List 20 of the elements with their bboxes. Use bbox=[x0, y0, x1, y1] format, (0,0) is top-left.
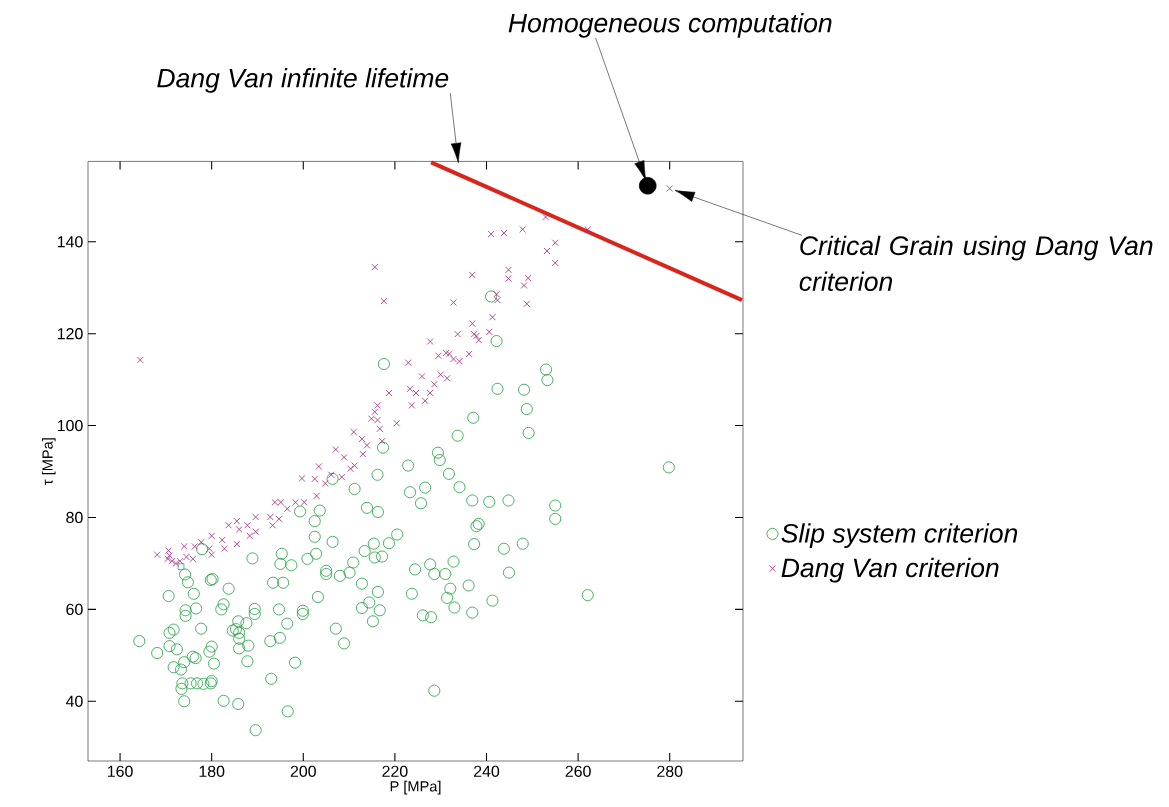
x-axis-title: P [MPa] bbox=[390, 780, 441, 795]
text: Homogeneous computation bbox=[508, 12, 832, 38]
x-tick-label: 220 bbox=[382, 765, 408, 777]
y-tick-label: 100 bbox=[57, 419, 83, 432]
legend-label: Slip system criterion bbox=[781, 523, 1018, 549]
annotation: Dang Van infinite lifetime bbox=[157, 68, 449, 93]
y-tick-label: 60 bbox=[66, 603, 83, 616]
x-tick-label: 200 bbox=[290, 765, 316, 777]
x-tick-label: 240 bbox=[474, 765, 500, 777]
x-tick-label: 280 bbox=[657, 765, 683, 777]
legend-label: Dang Van criterion bbox=[781, 557, 999, 583]
x-tick-label: 180 bbox=[199, 765, 225, 777]
text: Critical Grain using Dang Van criterion bbox=[799, 235, 1153, 291]
x-tick-label: 160 bbox=[107, 765, 133, 777]
y-tick-label: 40 bbox=[65, 695, 83, 707]
y-tick-label: 80 bbox=[66, 511, 83, 524]
y-tick-label: 140 bbox=[57, 236, 83, 248]
y-axis-title: τ [MPa] bbox=[41, 438, 56, 485]
y-tick-label: 120 bbox=[57, 328, 83, 340]
x-tick-label: 260 bbox=[565, 765, 591, 777]
